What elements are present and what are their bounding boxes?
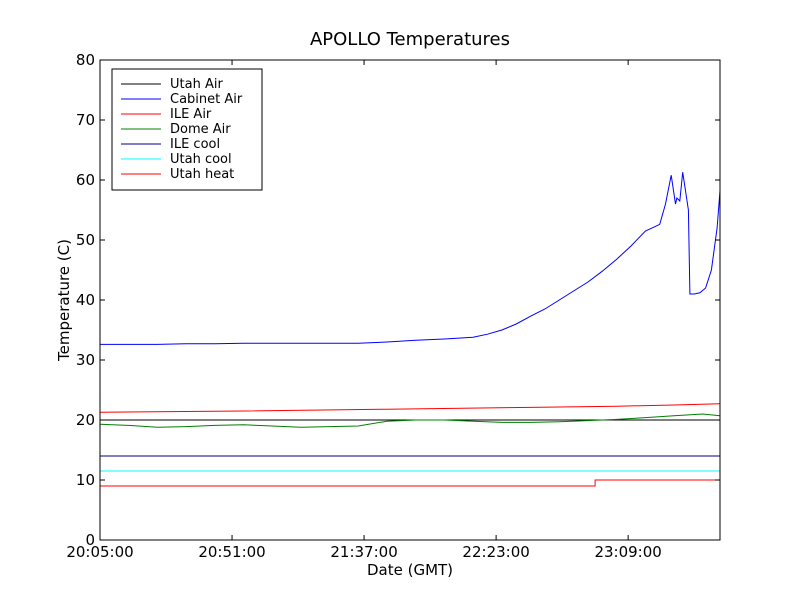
tick-layer: 20:05:00 20:51:00 21:37:00 22:23:00 23:09:00…: [66, 51, 720, 561]
y-tick-label: 30: [76, 351, 95, 369]
y-axis-label: Temperature (C): [55, 239, 73, 362]
x-tick-label: 22:23:00: [462, 543, 529, 561]
y-tick-label: 70: [76, 111, 95, 129]
x-tick-label: 23:09:00: [594, 543, 661, 561]
y-tick-label: 20: [76, 411, 95, 429]
series-line-dome-air: [99, 413, 721, 428]
legend-label-dome-air: Dome Air: [170, 122, 231, 137]
series-line-ile-air: [99, 403, 721, 413]
y-tick-label: 60: [76, 171, 95, 189]
plot-frame: [99, 59, 721, 541]
series-layer: [99, 172, 721, 487]
series-line-utah-heat: [100, 479, 720, 487]
y-tick-label: 50: [76, 231, 95, 249]
legend-label-ile-air: ILE Air: [170, 107, 212, 122]
x-axis-label: Date (GMT): [367, 561, 453, 579]
x-tick-label: 21:37:00: [330, 543, 397, 561]
legend-label-utah-cool: Utah cool: [170, 152, 232, 167]
legend-label-ile-cool: ILE cool: [170, 137, 220, 152]
y-tick-label: 10: [76, 471, 95, 489]
y-tick-label: 40: [76, 291, 95, 309]
x-tick-label: 20:05:00: [66, 543, 133, 561]
y-tick-label: 0: [85, 531, 95, 549]
y-tick-label: 80: [76, 51, 95, 69]
legend-label-utah-heat: Utah heat: [170, 167, 234, 182]
series-line-cabinet-air: [100, 172, 721, 345]
legend-label-utah-air: Utah Air: [170, 77, 223, 92]
legend-label-cabinet-air: Cabinet Air: [170, 92, 243, 107]
x-tick-label: 20:51:00: [198, 543, 265, 561]
chart-title: APOLLO Temperatures: [310, 29, 510, 50]
